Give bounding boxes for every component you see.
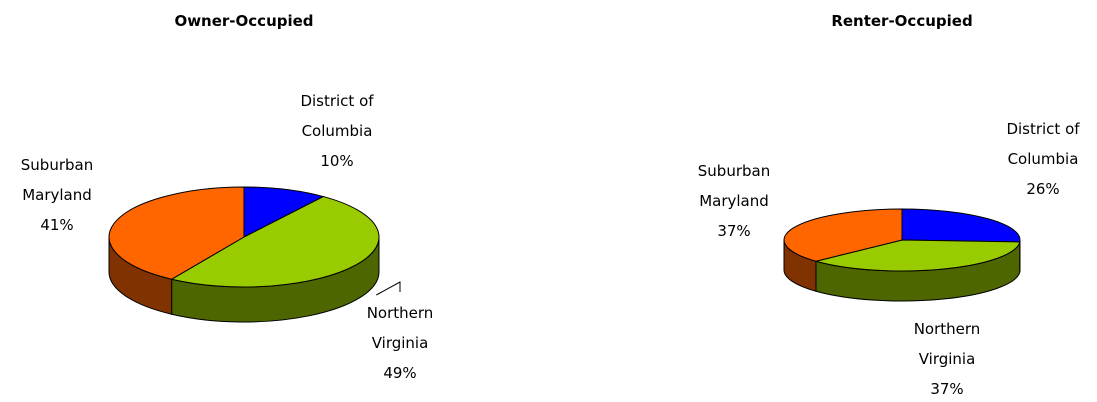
slice <box>901 208 1021 243</box>
chart-title: Owner-Occupied <box>174 12 314 30</box>
chart-title: Renter-Occupied <box>831 12 973 30</box>
slice-value-label: 37% <box>930 380 964 398</box>
slice-value-label: 26% <box>1026 180 1060 198</box>
slice-label: Northern Virginia <box>913 320 981 368</box>
slice <box>814 239 1021 272</box>
slice-label: District of Columbia <box>1006 120 1080 168</box>
slice-value-label: 37% <box>717 222 751 240</box>
slice <box>243 186 325 238</box>
slice-label: Northern Virginia <box>366 304 434 352</box>
leader-line <box>376 281 401 296</box>
slice-value-label: 10% <box>320 152 354 170</box>
slice-label: Suburban Maryland <box>697 162 771 210</box>
slice-value-label: 49% <box>383 364 417 382</box>
slice <box>783 208 903 262</box>
slice-value-label: 41% <box>40 216 74 234</box>
slice <box>170 196 380 288</box>
slice-label: District of Columbia <box>300 92 374 140</box>
slice <box>108 186 245 280</box>
slice-label: Suburban Maryland <box>20 156 94 204</box>
